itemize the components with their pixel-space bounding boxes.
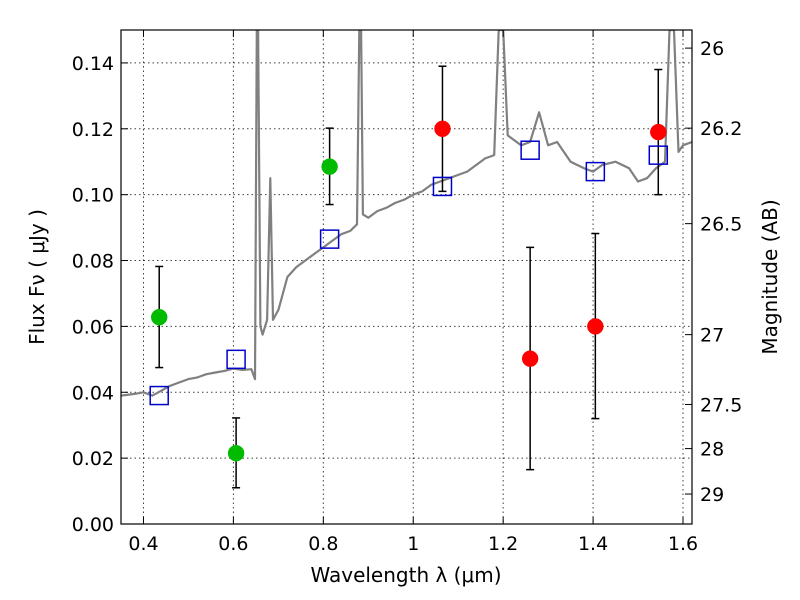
x-tick-label: 1.6	[668, 533, 698, 555]
magnitude-tick-label: 26	[700, 38, 724, 60]
red-detections-point	[650, 123, 667, 141]
x-tick-label: 1.4	[578, 533, 608, 555]
model-photometry-square	[520, 140, 540, 160]
model-photometry-square	[149, 385, 169, 406]
x-tick-label: 1.2	[488, 533, 518, 555]
magnitude-tick-label: 27.5	[700, 394, 742, 416]
x-tick-label: 0.6	[218, 533, 248, 555]
tick-marks	[121, 30, 692, 525]
magnitude-tick-label: 28	[700, 439, 724, 461]
green-detections-point	[321, 158, 338, 175]
red-detections-point	[521, 350, 539, 367]
y-tick-label: 0.04	[72, 382, 114, 404]
magnitude-tick-label: 26.2	[700, 118, 742, 140]
y-tick-label: 0.00	[72, 514, 114, 536]
green-detections-point	[227, 444, 245, 462]
magnitude-tick-label: 26.5	[700, 214, 742, 236]
y-tick-label: 0.14	[72, 53, 114, 75]
y-tick-labels: 0.00 0.02 0.04 0.06 0.08 0.10 0.12 0.14	[72, 53, 114, 536]
magnitude-tick-label: 27	[700, 325, 724, 347]
red-detections-point	[587, 318, 604, 335]
x-tick-labels: 0.4 0.6 0.8 1 1.2 1.4 1.6	[128, 533, 698, 555]
green-detections-point	[150, 308, 168, 326]
model-photometry-square	[648, 145, 669, 165]
grid	[121, 30, 692, 524]
x-axis-label: Wavelength λ (μm)	[310, 563, 501, 587]
model-photometry-square	[585, 161, 606, 182]
y-tick-label: 0.06	[72, 316, 114, 338]
model-photometry-square	[319, 229, 340, 249]
y-tick-label: 0.10	[72, 185, 114, 207]
y-tick-label: 0.08	[72, 251, 114, 273]
x-tick-label: 0.4	[128, 533, 158, 555]
y-axis-label: Flux Fν ( μJy )	[25, 209, 49, 345]
red-detections-point	[434, 120, 451, 138]
x-tick-label: 1	[407, 533, 419, 555]
observed-photometry-layer	[150, 120, 667, 462]
model-photometry-square	[226, 349, 246, 370]
model-photometry-layer	[149, 140, 669, 406]
magnitude-tick-label: 29	[700, 484, 724, 506]
y-tick-label: 0.02	[72, 448, 114, 470]
magnitude-tick-labels: 26 26.2 26.5 27 27.5 28 29	[700, 38, 742, 506]
x-tick-label: 0.8	[308, 533, 338, 555]
plot-frame	[120, 29, 693, 525]
right-axis-label: Magnitude (AB)	[758, 199, 782, 354]
y-tick-label: 0.12	[72, 119, 114, 141]
model-photometry-square	[432, 176, 453, 197]
